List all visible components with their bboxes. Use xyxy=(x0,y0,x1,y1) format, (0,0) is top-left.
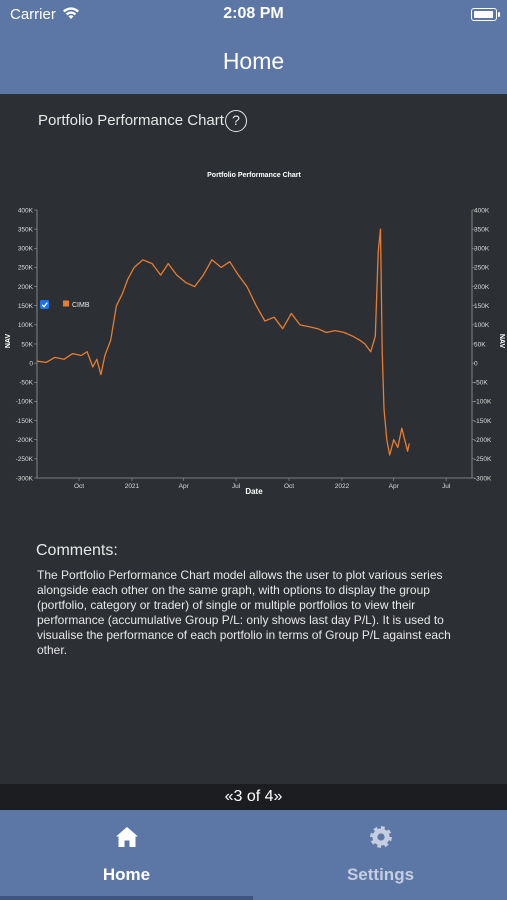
chart-legend[interactable]: CIMB xyxy=(40,300,90,309)
tab-settings-label: Settings xyxy=(346,865,415,884)
checkmark-icon xyxy=(41,302,48,308)
chart-title: Portfolio Performance Chart xyxy=(207,172,301,179)
y2-tick-label: 400K xyxy=(474,207,490,214)
y2-tick-label: 250K xyxy=(474,265,490,272)
performance-chart[interactable]: Portfolio Performance Chart 400K 400K 350K… xyxy=(0,158,507,508)
y-tick-label: -150K xyxy=(16,418,34,425)
x-tick-label: 2022 xyxy=(335,483,350,490)
tab-home[interactable]: Home xyxy=(0,810,253,900)
comments-body: The Portfolio Performance Chart model al… xyxy=(37,568,451,657)
tab-home-label: Home xyxy=(102,865,151,884)
x-tick-label: Jul xyxy=(442,483,451,490)
y-tick-label: -100K xyxy=(16,399,34,406)
x-tick-label: Apr xyxy=(179,483,190,490)
wifi-icon xyxy=(63,7,79,19)
y2-tick-label: -200K xyxy=(474,437,492,444)
x-tick-label: Apr xyxy=(389,483,400,490)
y2-tick-label: 100K xyxy=(474,322,490,329)
x-axis-label: Date xyxy=(245,487,263,496)
home-icon xyxy=(116,827,138,847)
x-tick-label: Jul xyxy=(232,483,241,490)
tab-active-indicator xyxy=(0,896,253,900)
y2-tick-label: -100K xyxy=(474,399,492,406)
tab-bar: Home Settings xyxy=(0,810,507,900)
y2-axis-label: NAV xyxy=(498,334,505,349)
y-tick-label: -200K xyxy=(16,437,34,444)
y-tick-label: 300K xyxy=(18,246,34,253)
help-button[interactable]: ? xyxy=(225,110,247,132)
gear-icon xyxy=(370,826,392,848)
series-line-cimb xyxy=(36,228,410,456)
gear-hole xyxy=(377,833,385,841)
carrier-label: Carrier xyxy=(10,6,56,23)
battery-icon xyxy=(471,8,500,21)
y2-tick-label: 50K xyxy=(474,341,486,348)
page-indicator[interactable]: «3 of 4» xyxy=(0,784,507,810)
y2-tick-label: 0 xyxy=(474,360,478,367)
y2-tick-label: -150K xyxy=(474,418,492,425)
x-tick-label: 2021 xyxy=(125,483,140,490)
y-tick-label: 200K xyxy=(18,284,34,291)
chart-axes: 400K 400K 350K 350K 300K 300K 250K 250K 200K 200K… xyxy=(16,207,492,490)
y-tick-label: 400K xyxy=(18,207,34,214)
y-tick-label: 50K xyxy=(21,341,33,348)
status-time: 2:08 PM xyxy=(223,5,284,22)
x-tick-label: Oct xyxy=(74,483,84,490)
battery-level xyxy=(474,11,493,18)
y-tick-label: 350K xyxy=(18,226,34,233)
y2-tick-label: 200K xyxy=(474,284,490,291)
y2-tick-label: -250K xyxy=(474,456,492,463)
y-tick-label: 250K xyxy=(18,265,34,272)
y-tick-label: -250K xyxy=(16,456,34,463)
y2-tick-label: 150K xyxy=(474,303,490,310)
comments-title: Comments: xyxy=(36,542,118,559)
y2-tick-label: 300K xyxy=(474,246,490,253)
y-tick-label: 150K xyxy=(18,303,34,310)
legend-swatch xyxy=(63,300,69,307)
y2-tick-label: -50K xyxy=(474,380,488,387)
y-tick-label: 0 xyxy=(29,360,33,367)
y2-tick-label: -300K xyxy=(474,475,492,482)
y-tick-label: 100K xyxy=(18,322,34,329)
legend-checkbox[interactable] xyxy=(40,300,49,309)
main-content[interactable]: Portfolio Performance Chart ? Portfolio … xyxy=(0,94,507,784)
y-tick-label: -300K xyxy=(16,475,34,482)
y2-tick-label: 350K xyxy=(474,226,490,233)
y-axis-label: NAV xyxy=(5,334,12,349)
status-bar: Carrier 2:08 PM xyxy=(0,0,507,28)
legend-label: CIMB xyxy=(72,302,90,309)
chart-section-title: Portfolio Performance Chart xyxy=(38,112,224,129)
page-title: Home xyxy=(222,48,285,74)
x-tick-label: Oct xyxy=(284,483,294,490)
nav-bar: Home xyxy=(0,28,507,94)
y-tick-label: -50K xyxy=(19,380,33,387)
tab-settings[interactable]: Settings xyxy=(254,810,507,900)
series-layer xyxy=(36,228,410,456)
